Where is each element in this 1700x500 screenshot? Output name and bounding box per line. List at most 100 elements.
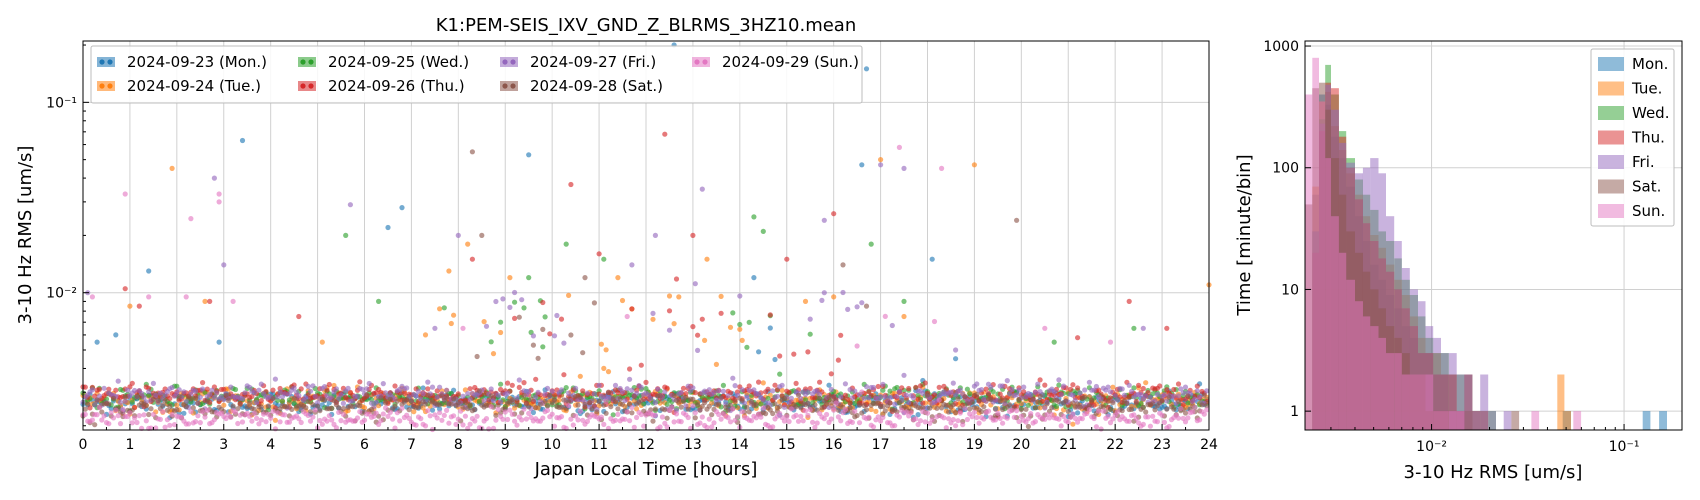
scatter-point [230,403,236,409]
scatter-point [1000,420,1006,426]
scatter-point [404,397,410,403]
scatter-point [340,405,346,412]
scatter-point [1000,406,1006,413]
scatter-point [659,414,666,420]
scatter-point [941,415,947,421]
scatter-point [622,397,628,404]
scatter-point [258,404,264,410]
scatter-point [326,381,332,388]
scatter-point [425,386,431,392]
scatter-point [488,393,494,399]
scatter-point [805,349,811,355]
scatter-outlier-point [896,144,903,150]
scatter-point [148,425,154,431]
scatter-point [1138,400,1144,406]
scatter-point [540,326,546,332]
scatter-point [828,386,834,393]
scatter-legend-marker [107,83,113,89]
scatter-point [756,349,762,355]
scatter-point [732,383,738,389]
scatter-outlier-point [169,165,175,171]
scatter-point [186,421,192,427]
scatter-point [418,416,424,422]
scatter-point [1016,397,1022,403]
scatter-point [115,413,121,419]
scatter-outlier-point [784,256,790,262]
scatter-point [495,392,501,398]
scatter-y-axis-label: 3-10 Hz RMS [um/s] [15,146,36,325]
histogram-bar [1386,216,1395,430]
scatter-outlier-point [831,294,837,300]
scatter-outlier-point [239,137,246,144]
scatter-point [915,412,921,418]
scatter-point [204,398,210,404]
scatter-point [746,319,752,325]
scatter-point [1171,393,1177,399]
scatter-x-tick-label: 15 [778,437,796,453]
scatter-point [870,384,877,391]
scatter-point [244,404,250,410]
scatter-point [1061,383,1067,389]
scatter-point [1091,387,1097,393]
histogram-bar [1503,411,1512,430]
scatter-point [1178,405,1184,412]
histogram-bar [1531,411,1540,430]
scatter-outlier-point [221,262,227,268]
scatter-point [1065,419,1071,425]
scatter-point [1068,386,1074,392]
scatter-outlier-point [146,268,152,274]
scatter-point [502,409,508,415]
scatter-point [1070,392,1076,398]
scatter-point [493,412,499,418]
scatter-point [451,413,457,419]
scatter-point [141,412,147,418]
scatter-point [896,414,903,420]
scatter-x-tick-label: 0 [79,437,88,453]
scatter-point [678,404,684,410]
scatter-point [739,387,745,393]
scatter-point [863,384,870,390]
scatter-point [507,304,513,310]
scatter-point [514,402,520,408]
scatter-point [364,386,370,392]
scatter-point [765,395,771,402]
scatter-point [615,411,621,417]
scatter-point [1039,398,1045,404]
scatter-point [317,408,323,414]
scatter-point [727,324,734,330]
scatter-point [354,393,361,400]
scatter-point [852,400,858,407]
scatter-point [540,344,546,350]
scatter-point [1124,400,1130,406]
scatter-x-tick-label: 1 [125,437,134,453]
scatter-point [483,416,490,422]
scatter-point [1201,411,1207,417]
histogram-legend-swatch [1598,204,1624,218]
scatter-point [101,385,107,391]
scatter-point [683,391,689,397]
scatter-point [859,300,865,306]
scatter-point [648,395,654,401]
scatter-point [1140,404,1146,410]
scatter-point [695,347,701,353]
scatter-point [291,395,297,402]
scatter-point [875,414,881,420]
scatter-point [1070,382,1076,388]
scatter-point [1070,411,1076,417]
scatter-outlier-point [347,202,353,208]
scatter-point [96,393,102,399]
scatter-point [753,401,759,407]
scatter-point [1023,406,1029,412]
scatter-point [129,380,135,386]
scatter-point [664,415,670,421]
scatter-point [373,399,379,405]
scatter-point [1114,409,1121,415]
scatter-legend-label: 2024-09-28 (Sat.) [530,77,663,95]
scatter-outlier-point [446,268,452,274]
scatter-point [974,381,980,387]
scatter-point [603,398,609,405]
scatter-point [519,417,525,423]
scatter-point [751,387,757,393]
scatter-point [880,387,886,393]
scatter-point [551,396,558,403]
